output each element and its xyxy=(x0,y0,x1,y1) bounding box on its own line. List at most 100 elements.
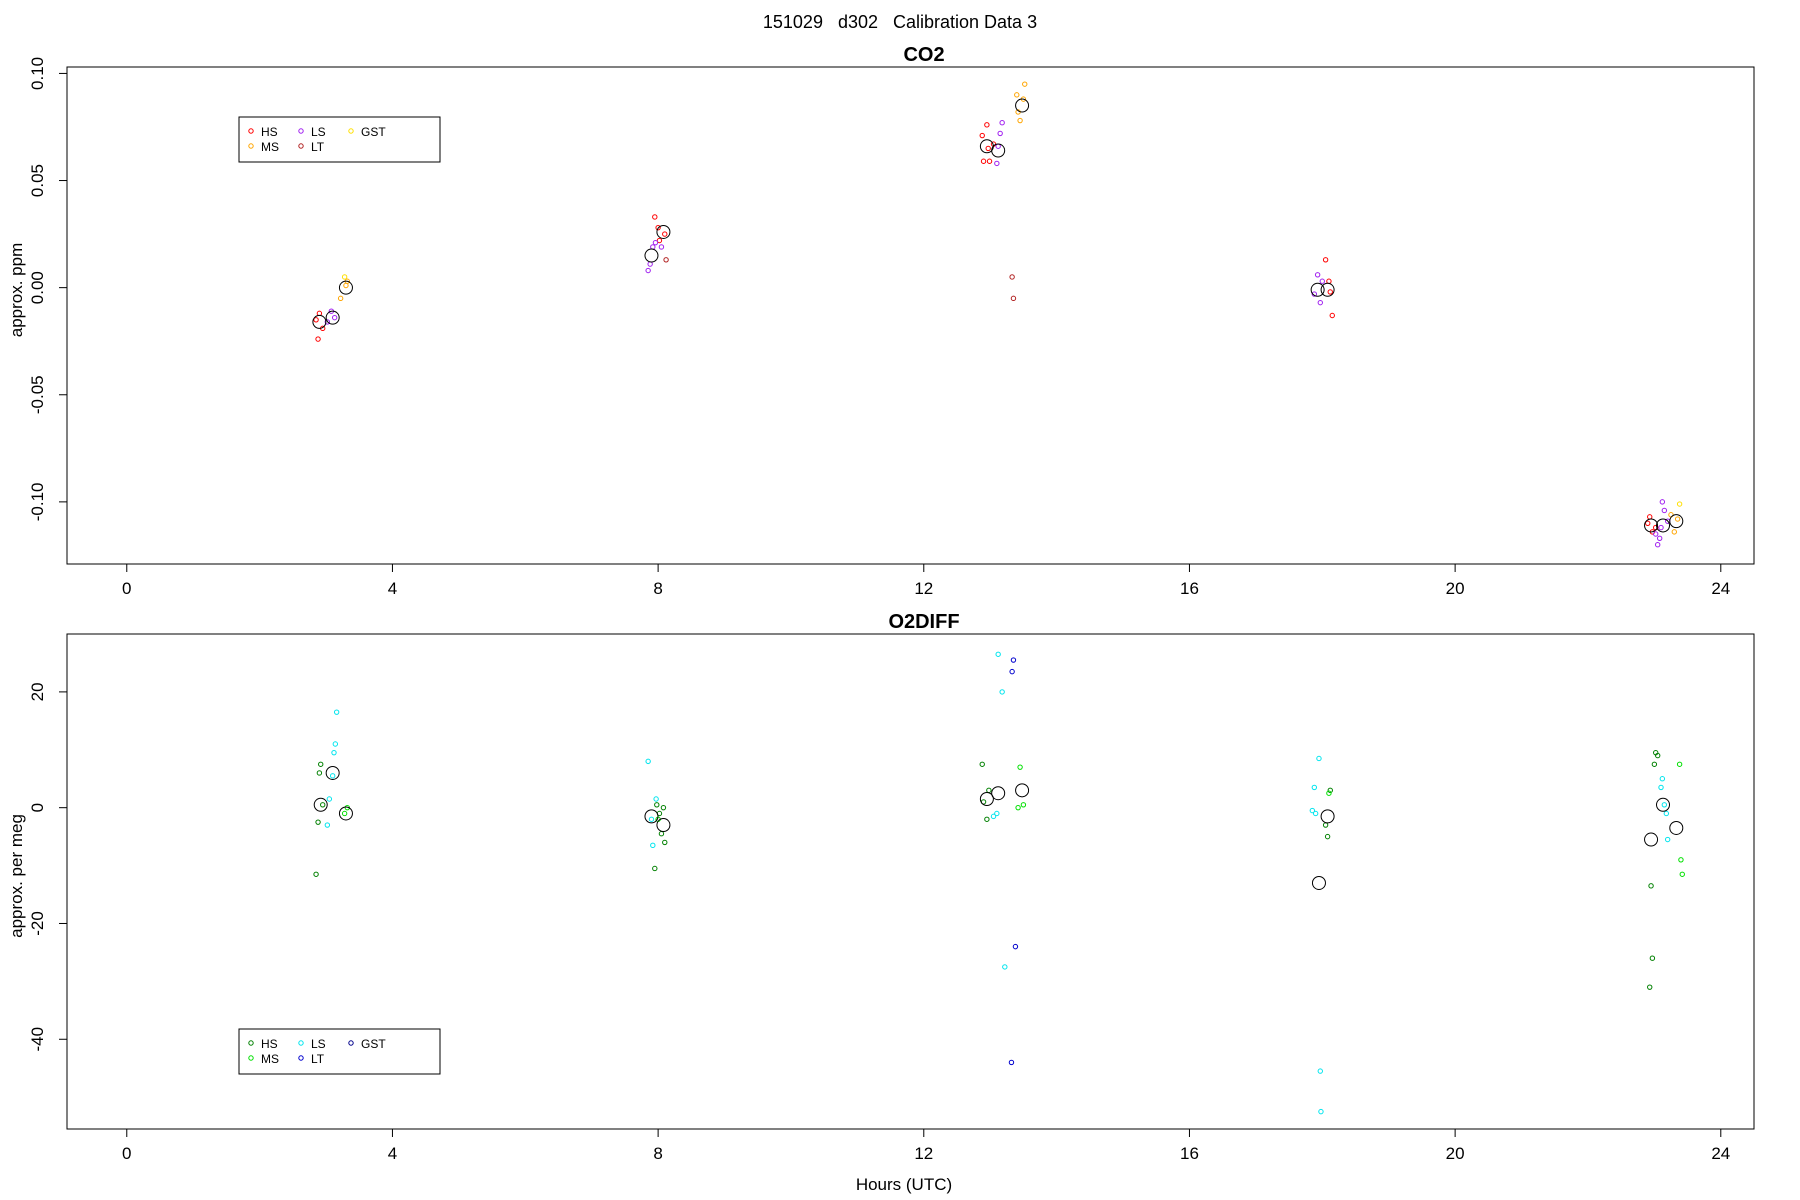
data-point-ls xyxy=(650,244,656,250)
data-point-ls xyxy=(1659,776,1666,782)
mean-marker xyxy=(979,792,994,806)
data-point-hs xyxy=(318,761,324,767)
data-point-ms xyxy=(341,810,348,817)
data-point-hs xyxy=(979,132,985,139)
data-point-ls xyxy=(994,160,1000,167)
data-point-ls xyxy=(999,689,1005,695)
mean-marker xyxy=(313,797,328,812)
data-point-ms xyxy=(337,295,344,302)
mean-marker xyxy=(1656,518,1671,533)
data-point-ls xyxy=(332,741,339,747)
data-point-hs xyxy=(986,787,992,794)
y-tick-label: -0.05 xyxy=(28,375,47,414)
data-point-hs xyxy=(662,839,668,846)
data-point-hs xyxy=(654,802,660,808)
legend-marker xyxy=(248,128,254,134)
mean-marker xyxy=(1015,783,1030,798)
data-point-ms xyxy=(1326,790,1332,796)
data-point-hs xyxy=(1649,955,1656,961)
data-point-ls xyxy=(994,810,1000,817)
data-point-ms xyxy=(1017,117,1023,124)
legend-marker xyxy=(348,128,354,134)
data-point-lt xyxy=(663,257,669,263)
mean-marker xyxy=(644,248,659,263)
data-point-lt xyxy=(1010,295,1017,302)
y-tick-label: 20 xyxy=(28,682,47,701)
x-tick-label: 24 xyxy=(1711,579,1730,598)
y-axis-label: approx. per meg xyxy=(7,814,26,938)
data-point-ms xyxy=(1015,804,1021,811)
x-tick-label: 4 xyxy=(388,579,397,598)
legend-label: MS xyxy=(261,140,279,154)
mean-marker xyxy=(1669,514,1684,529)
data-point-ls xyxy=(326,796,333,802)
legend-marker xyxy=(298,143,304,149)
data-point-hs xyxy=(652,214,658,220)
mean-marker xyxy=(1669,820,1684,835)
data-point-ls xyxy=(647,261,653,267)
legend-label: LT xyxy=(311,1052,325,1066)
mean-marker xyxy=(656,818,671,833)
data-point-ls xyxy=(1319,278,1325,284)
mean-marker xyxy=(991,143,1006,158)
data-point-lt xyxy=(1010,657,1017,663)
data-point-ms xyxy=(1671,529,1677,535)
mean-marker xyxy=(325,765,340,780)
data-point-hs xyxy=(315,819,321,825)
data-point-hs xyxy=(985,145,991,152)
data-point-hs xyxy=(984,122,990,128)
y-tick-label: -0.10 xyxy=(28,483,47,522)
legend-label: HS xyxy=(261,1037,278,1051)
data-point-ls xyxy=(1317,1068,1323,1074)
data-point-ls xyxy=(331,314,338,321)
legend-marker xyxy=(298,1055,304,1061)
data-point-hs xyxy=(979,761,985,767)
data-point-ms xyxy=(1022,81,1028,87)
data-point-hs xyxy=(1651,761,1658,767)
y-tick-label: 0.05 xyxy=(28,164,47,197)
data-point-ls xyxy=(324,319,331,325)
mean-markers xyxy=(312,98,1684,533)
mean-marker xyxy=(1644,518,1659,533)
legend-label: GST xyxy=(361,1037,386,1051)
data-point-hs xyxy=(1647,514,1653,520)
data-point-ls xyxy=(333,709,340,715)
data-point-ms xyxy=(1017,764,1023,770)
data-point-ls xyxy=(997,130,1003,137)
data-point-hs xyxy=(1654,752,1661,759)
data-point-hs xyxy=(316,770,323,776)
mean-marker xyxy=(1320,282,1335,297)
mean-marker xyxy=(1311,875,1326,890)
legend-label: LT xyxy=(311,140,325,154)
data-point-ls xyxy=(1656,535,1663,541)
data-point-lt xyxy=(1009,274,1015,280)
data-point-hs xyxy=(1324,833,1331,840)
data-point-ls xyxy=(1316,755,1322,762)
data-point-hs xyxy=(1327,289,1333,295)
data-point-ls xyxy=(1002,964,1008,970)
data-point-hs xyxy=(1327,787,1333,794)
data-point-ms xyxy=(343,282,349,289)
legend-label: HS xyxy=(261,125,278,139)
data-point-hs xyxy=(320,802,326,808)
mean-marker xyxy=(1656,797,1671,812)
data-point-hs xyxy=(1329,312,1335,319)
y-tick-label: 0 xyxy=(28,803,47,812)
x-tick-label: 12 xyxy=(914,579,933,598)
data-point-ls xyxy=(645,267,651,274)
data-point-ls xyxy=(1658,524,1664,531)
mean-markers xyxy=(313,765,1684,890)
data-points xyxy=(313,651,1685,1115)
y-axis-label: approx. ppm xyxy=(7,243,26,338)
data-point-hs xyxy=(1647,984,1653,990)
legend-label: LS xyxy=(311,125,326,139)
data-point-ms xyxy=(1674,516,1681,522)
data-point-gst xyxy=(1676,501,1683,507)
data-point-ms xyxy=(1014,92,1020,98)
y-tick-label: -20 xyxy=(28,911,47,936)
x-tick-label: 8 xyxy=(653,579,662,598)
data-point-lt xyxy=(1008,1059,1015,1066)
